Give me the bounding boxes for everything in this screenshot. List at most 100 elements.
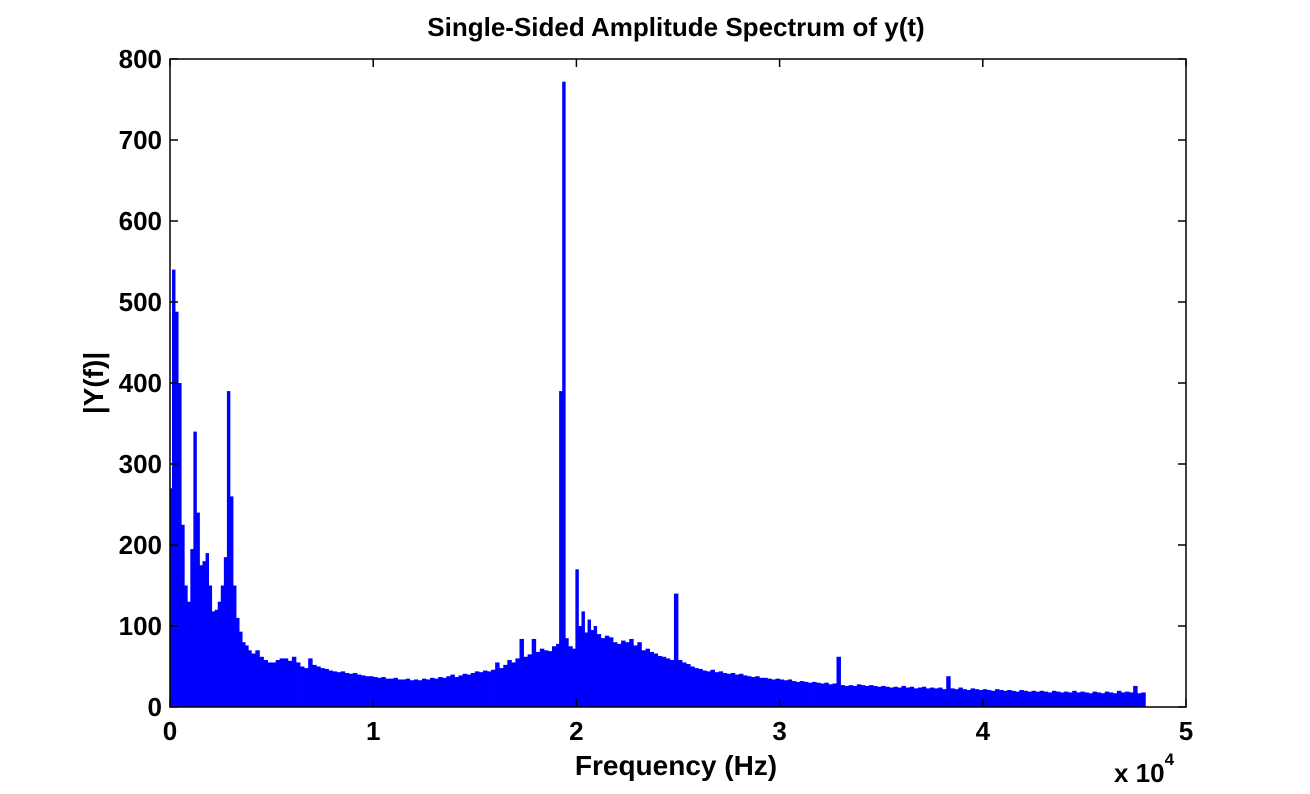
spectrum-bar [248,650,252,707]
x-tick-label: 0 [163,716,177,746]
spectrum-bar [196,512,200,707]
spectrum-bar [1104,691,1110,707]
spectrum-bar [344,672,350,707]
spectrum-bar [869,685,874,707]
spectrum-bar [421,678,427,707]
x-tick-label: 2 [569,716,583,746]
spectrum-bar [1039,690,1045,707]
y-tick-label: 800 [119,44,162,74]
spectrum-bar [356,674,362,707]
spectrum-bar [1096,692,1102,707]
spectrum-bar [478,672,484,707]
spectrum-bar [1084,692,1089,707]
spectrum-bar [942,689,947,707]
spectrum-bar [889,687,894,707]
spectrum-bar [702,670,707,707]
spectrum-bar [389,678,394,707]
spectrum-bar [211,611,216,707]
spectrum-bar [1055,691,1061,707]
spectrum-bar [848,685,854,707]
spectrum-bar [901,685,906,707]
spectrum-bar [232,585,237,707]
spectrum-bar [637,642,642,707]
spectrum-bar [917,687,923,707]
chart-title: Single-Sided Amplitude Spectrum of y(t) [427,12,924,42]
spectrum-bar [255,650,260,707]
spectrum-bar [245,645,249,707]
spectrum-bar [1015,691,1020,707]
spectrum-bar [199,565,203,707]
spectrum-bar [584,632,588,707]
spectrum-bar [397,679,403,707]
spectrum-bar [645,648,650,707]
spectrum-bar [515,658,520,707]
spectrum-bar [178,383,182,707]
x-tick-label: 3 [772,716,786,746]
spectrum-bar [229,496,234,707]
spectrum-bar [417,680,423,707]
spectrum-bar [1003,690,1008,707]
spectrum-bar [649,651,655,707]
y-tick-label: 300 [119,449,162,479]
y-tick-label: 500 [119,287,162,317]
spectrum-bar [795,681,801,707]
spectrum-bar [694,668,699,707]
spectrum-bar [320,668,325,707]
spectrum-bar [864,685,870,707]
spectrum-bar [1120,692,1126,707]
spectrum-bars [170,81,1146,708]
spectrum-bar [690,666,695,707]
spectrum-bar [385,678,390,707]
spectrum-bar [361,675,366,707]
spectrum-bar [909,686,915,707]
spectrum-bar [779,679,785,707]
spectrum-bar [621,640,626,707]
spectrum-bar [832,683,837,707]
spectrum-bar [929,687,935,707]
spectrum-bar [938,687,943,707]
spectrum-bar [587,619,592,707]
spectrum-bar [1060,692,1065,707]
spectrum-bar [775,678,780,707]
spectrum-bar [669,660,675,707]
spectrum-bar [251,653,256,707]
spectrum-bar [539,648,545,707]
spectrum-bar [657,655,663,707]
spectrum-bar [593,626,598,707]
spectrum-bar [578,626,582,707]
spectrum-bar [271,662,277,707]
spectrum-bar [405,678,411,707]
spectrum-bar [393,677,398,707]
x-axis-multiplier: x 104 [1114,750,1175,788]
spectrum-bar [1027,691,1032,707]
spectrum-bar [187,601,191,707]
spectrum-bar [820,683,825,707]
spectrum-bar [450,674,455,707]
spectrum-bar [881,685,886,707]
spectrum-bar [1007,689,1012,707]
spectrum-bar [617,643,622,707]
y-tick-label: 100 [119,611,162,641]
y-tick-label: 700 [119,125,162,155]
x-axis-ticks: 0 1 2 3 4 5 [163,59,1193,746]
spectrum-bar [304,668,309,707]
spectrum-bar [824,682,829,707]
x-axis-multiplier-base: x 10 [1114,758,1165,788]
spectrum-bar [312,664,317,707]
spectrum-bar [413,679,419,707]
spectrum-bar [1100,693,1106,707]
spectrum-bar [340,671,346,707]
spectrum-bar [885,686,890,707]
spectrum-bar [217,601,222,707]
spectrum-bar [568,646,573,707]
x-axis-label: Frequency (Hz) [575,750,777,781]
spectrum-bar [1047,692,1053,707]
spectrum-bar [986,689,992,707]
spectrum-bar [527,654,533,707]
spectrum-bar [1116,690,1122,707]
spectrum-bar [828,684,833,707]
spectrum-bar [236,617,240,707]
spectrum-bar [434,678,439,707]
spectrum-bar [184,585,188,707]
spectrum-bar [223,557,228,707]
